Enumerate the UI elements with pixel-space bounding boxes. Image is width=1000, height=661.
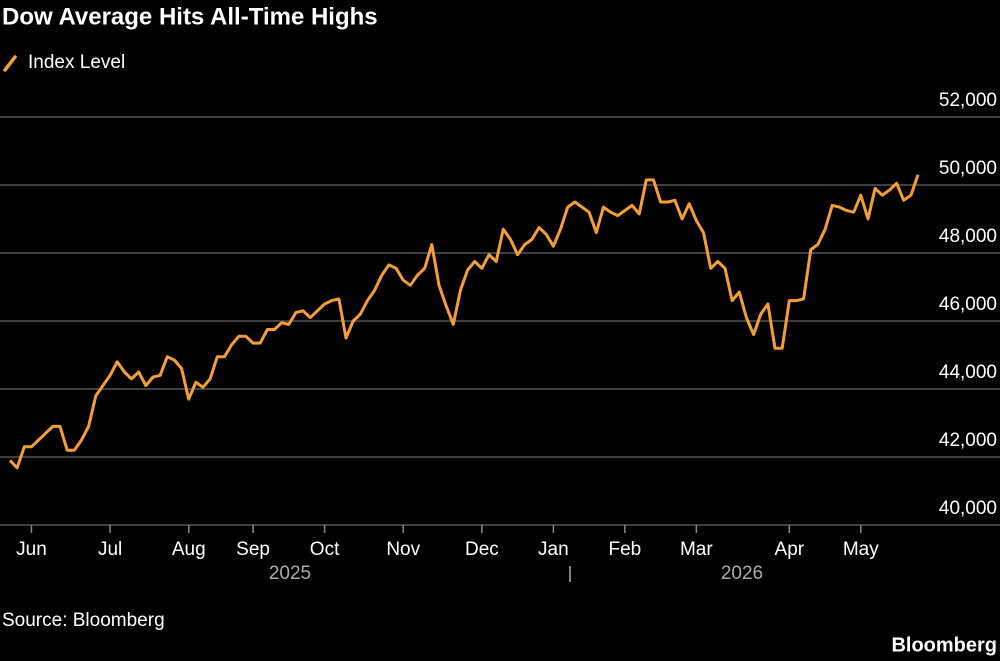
y-tick-label: 50,000 — [939, 158, 997, 179]
x-tick-label: Dec — [465, 539, 499, 560]
legend-swatch — [3, 55, 17, 72]
y-tick-label: 52,000 — [939, 90, 997, 111]
x-tick-label: Jul — [98, 539, 122, 560]
x-tick-label: Sep — [236, 539, 270, 560]
x-tick-label: Mar — [680, 539, 713, 560]
y-tick-label: 40,000 — [939, 498, 997, 519]
y-tick-label: 46,000 — [939, 294, 997, 315]
x-tick-label: Oct — [310, 539, 340, 560]
line — [8, 174, 920, 470]
x-tick-label: Nov — [386, 539, 420, 560]
x-tick-label: Jan — [538, 539, 569, 560]
chart-title: Dow Average Hits All-Time Highs — [2, 3, 378, 30]
year-label: 2026 — [721, 563, 763, 584]
year-label: 2025 — [269, 563, 311, 584]
x-tick-label: Aug — [172, 539, 206, 560]
y-tick-label: 48,000 — [939, 226, 997, 247]
x-tick-label: Jun — [16, 539, 47, 560]
legend-label: Index Level — [28, 52, 125, 73]
x-tick-label: May — [843, 539, 879, 560]
y-tick-label: 44,000 — [939, 362, 997, 383]
x-tick-label: Apr — [775, 539, 805, 560]
brand: Bloomberg — [891, 634, 997, 656]
source: Source: Bloomberg — [2, 610, 165, 631]
x-tick-label: Feb — [608, 539, 641, 560]
y-tick-label: 42,000 — [939, 430, 997, 451]
